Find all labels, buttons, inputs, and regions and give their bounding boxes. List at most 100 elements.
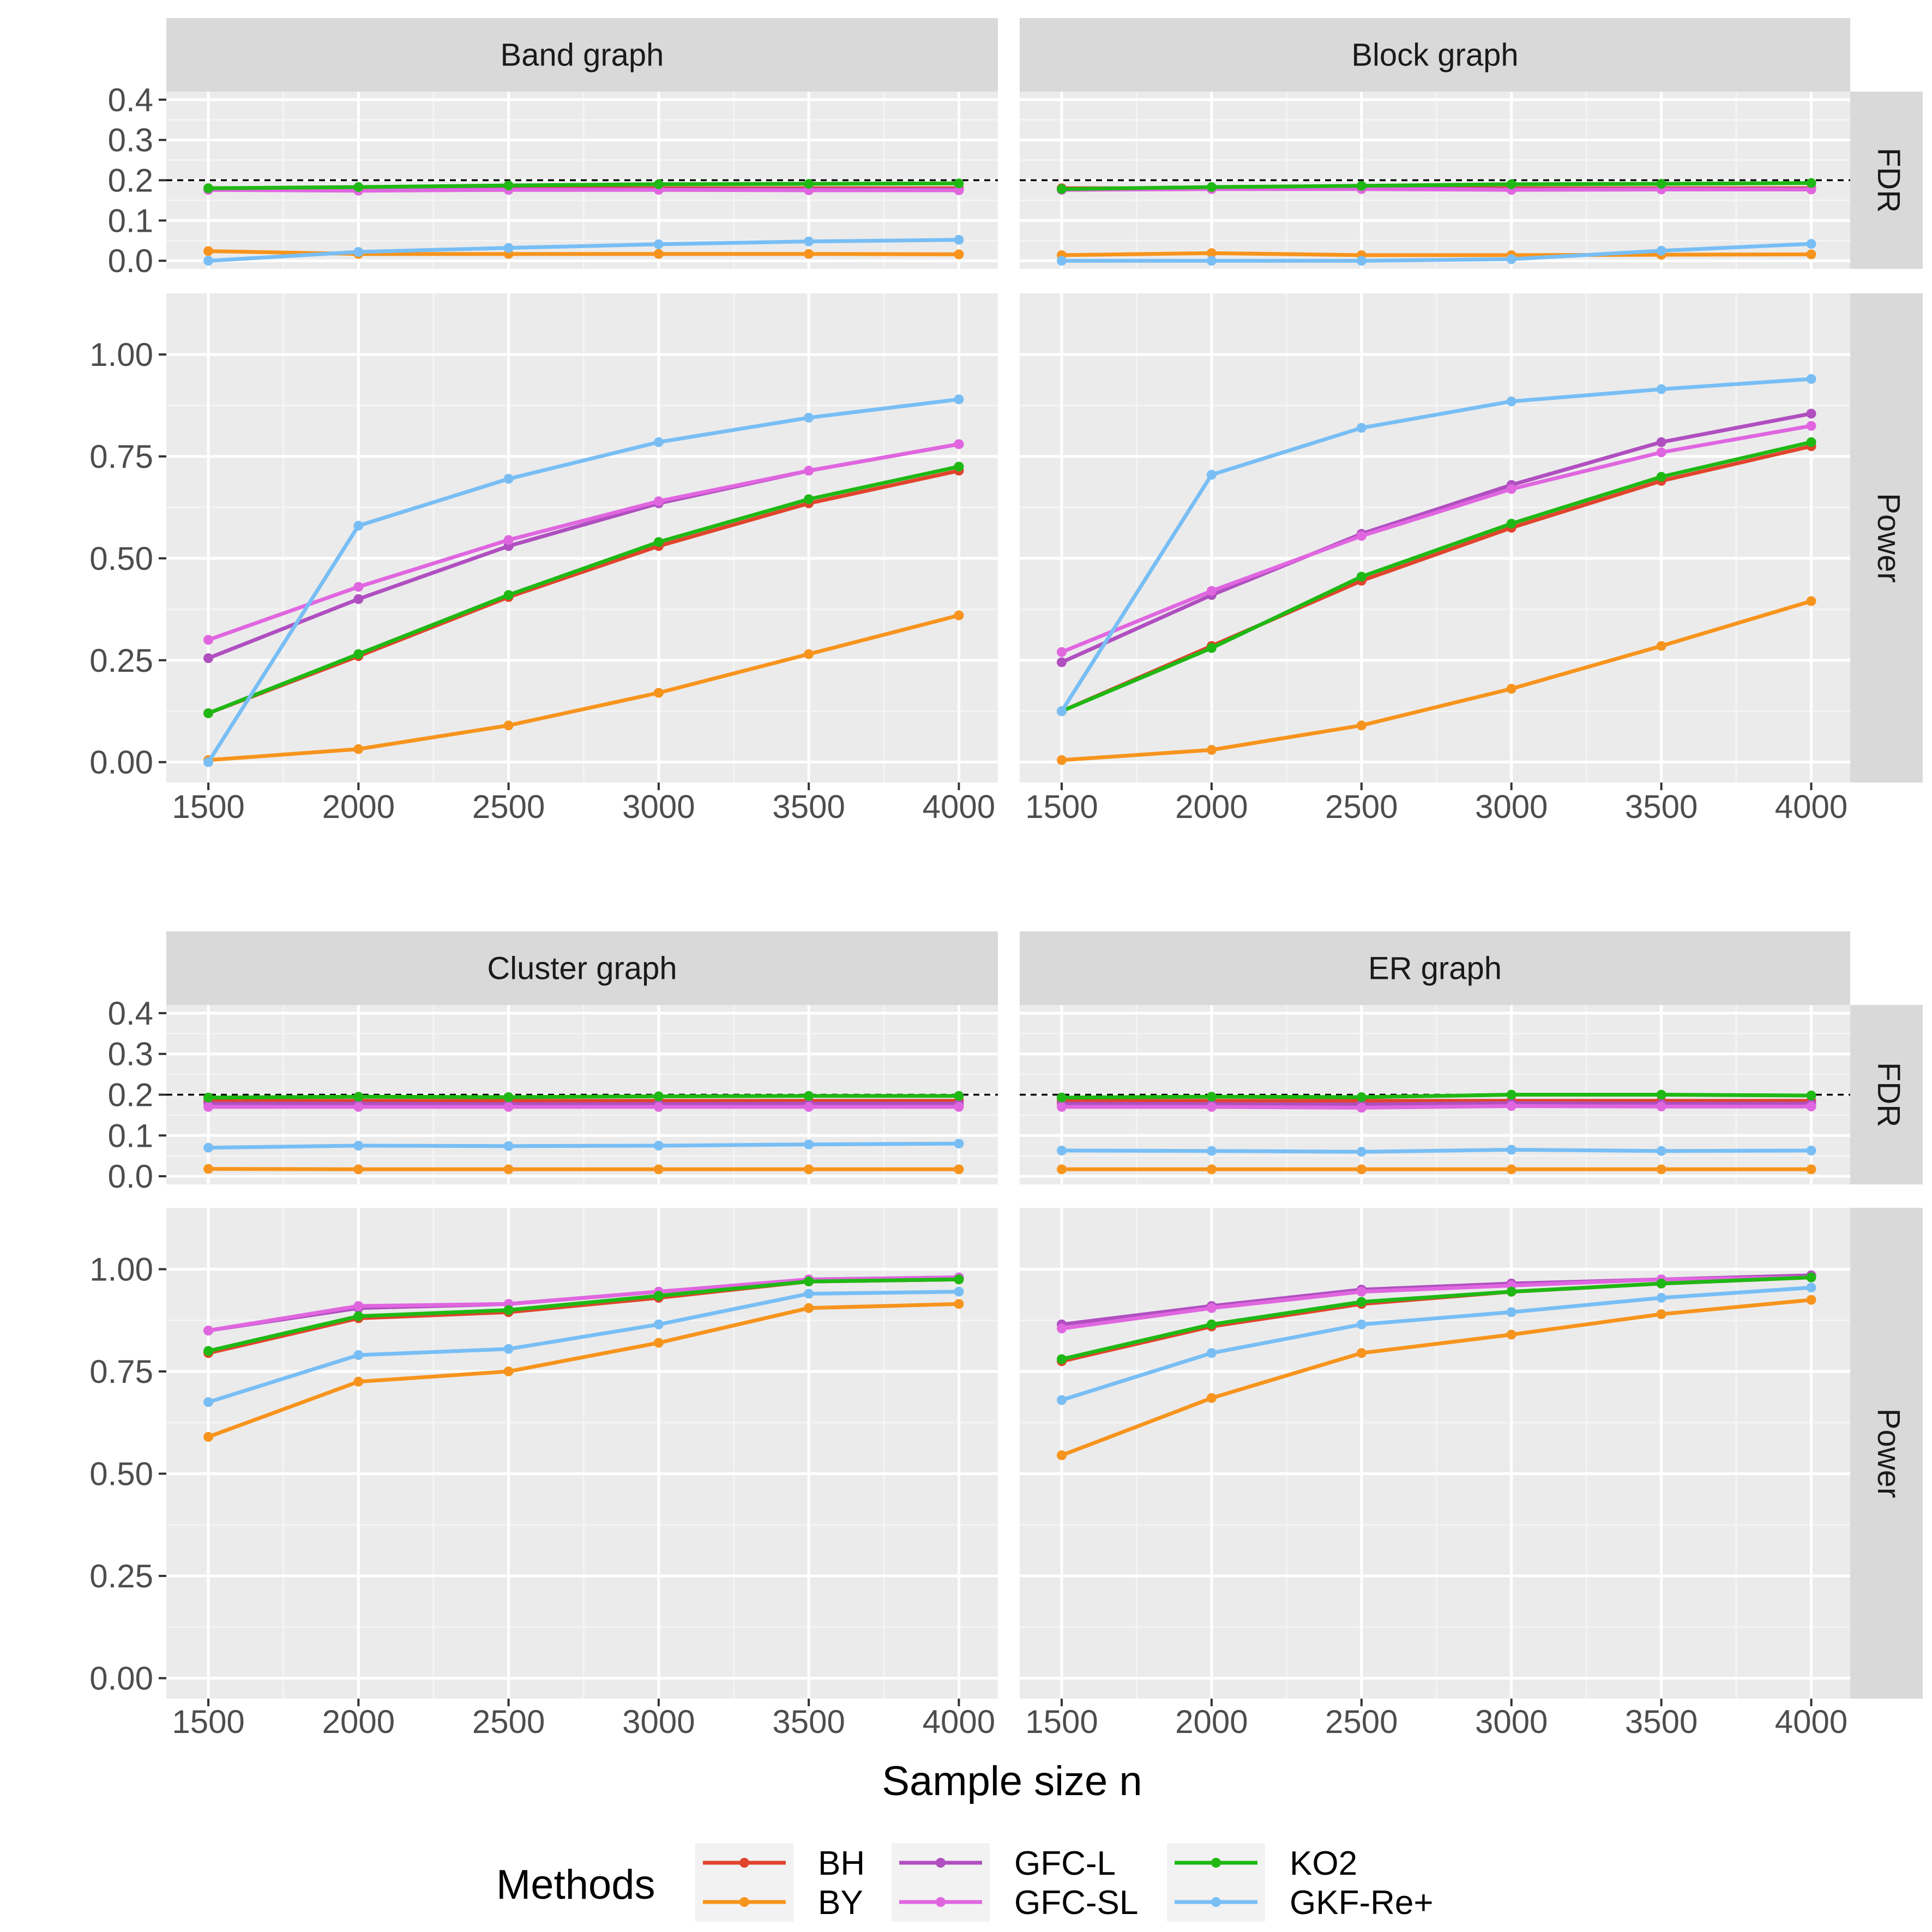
series-line-ko2	[1060, 181, 1813, 191]
legend-label: BY	[818, 1884, 863, 1922]
data-point	[653, 1291, 664, 1301]
y-tick-label: 0.75	[89, 438, 153, 475]
legend-label: KO2	[1290, 1845, 1357, 1882]
facet-panels: Band graph0.00.10.20.30.40.000.250.500.7…	[89, 18, 1923, 1740]
data-point	[1206, 643, 1217, 653]
legend-item-gfc-sl: GFC-SL	[892, 1882, 1138, 1922]
data-point	[503, 1102, 514, 1112]
data-point	[1806, 249, 1816, 260]
y-tick-label: 0.4	[108, 995, 153, 1032]
data-point	[1056, 755, 1067, 765]
data-point	[653, 249, 664, 259]
data-point	[954, 1091, 964, 1101]
data-point	[1656, 641, 1666, 651]
data-point	[653, 1338, 664, 1348]
legend-item-gkf-re: GKF-Re+	[1167, 1882, 1434, 1922]
data-point	[1506, 396, 1516, 407]
data-point	[503, 243, 514, 253]
y-tick-label: 0.50	[89, 540, 153, 577]
series-gfc-sl	[1056, 420, 1816, 657]
data-point	[1506, 1101, 1516, 1111]
legend-label: GFC-L	[1014, 1845, 1116, 1882]
data-point	[1356, 531, 1367, 541]
data-point	[1206, 1146, 1217, 1156]
series-line-gkf-re	[1060, 1147, 1813, 1154]
series-gfc-sl	[203, 1102, 964, 1112]
series-line-ko2	[1060, 440, 1813, 713]
row-strip	[1850, 293, 1923, 783]
data-point	[804, 249, 814, 259]
x-tick-label: 2500	[1325, 789, 1398, 825]
data-point	[353, 1140, 364, 1151]
data-point	[804, 649, 814, 659]
x-tick-label: 2500	[472, 1704, 545, 1740]
x-tick-label: 3000	[622, 1704, 695, 1740]
data-point	[1356, 256, 1367, 266]
series-line-gfc-sl	[206, 188, 961, 193]
data-point	[1806, 239, 1816, 249]
data-point	[1656, 447, 1666, 458]
data-point	[1056, 1395, 1067, 1405]
x-tick-label: 4000	[1775, 789, 1847, 825]
series-line-gfc-l	[1060, 1101, 1813, 1106]
data-point	[203, 246, 214, 256]
data-point	[203, 1397, 214, 1407]
legend-key-point	[739, 1858, 749, 1868]
data-point	[1056, 706, 1067, 717]
facet-title: Band graph	[501, 38, 664, 73]
data-point	[503, 1344, 514, 1354]
data-point	[203, 1346, 214, 1356]
series-line-gfc-sl	[206, 1275, 961, 1333]
x-tick-label: 2000	[322, 1704, 395, 1740]
data-point	[1356, 1092, 1367, 1102]
data-point	[954, 1274, 964, 1285]
data-point	[1056, 184, 1067, 194]
y-tick-label: 0.2	[108, 1077, 153, 1114]
data-point	[503, 1141, 514, 1151]
legend-label: BH	[818, 1845, 865, 1882]
legend-item-by: BY	[695, 1882, 863, 1922]
series-by	[203, 1164, 964, 1175]
data-point	[353, 649, 364, 659]
data-point	[1506, 1090, 1516, 1100]
series-line-ko2	[206, 181, 961, 190]
data-point	[503, 720, 514, 731]
data-point	[1656, 1102, 1666, 1112]
y-tick-label: 0.3	[108, 1036, 153, 1073]
data-point	[503, 1164, 514, 1175]
series-line-gkf-re	[206, 238, 961, 263]
series-line-ko2	[206, 465, 961, 715]
data-point	[1206, 1319, 1217, 1329]
series-line-ko2	[1060, 1275, 1813, 1361]
series-gkf-re	[203, 234, 964, 266]
data-point	[653, 537, 664, 547]
series-line-ko2	[206, 1277, 961, 1353]
data-point	[954, 185, 964, 195]
data-point	[1806, 596, 1816, 606]
x-tick-label: 2500	[472, 789, 545, 825]
data-point	[1506, 254, 1516, 264]
x-tick-label: 3000	[1475, 1704, 1548, 1740]
data-point	[954, 1299, 964, 1309]
data-point	[1656, 384, 1666, 394]
data-point	[954, 178, 964, 189]
legend-key-point	[936, 1858, 946, 1868]
row-power: Power	[1020, 293, 1923, 783]
data-point	[1506, 1307, 1516, 1317]
data-point	[653, 688, 664, 698]
data-point	[353, 521, 364, 531]
data-point	[503, 590, 514, 600]
series-gkf-re	[1056, 374, 1816, 717]
data-point	[353, 182, 364, 192]
legend-key-point	[739, 1897, 749, 1907]
legend-key-point	[1211, 1858, 1221, 1868]
data-point	[1506, 519, 1516, 529]
data-point	[1206, 1348, 1217, 1358]
data-point	[203, 1142, 214, 1153]
data-point	[954, 1164, 964, 1175]
series-line-gkf-re	[206, 397, 961, 765]
x-tick-label: 2500	[1325, 1704, 1398, 1740]
data-point	[1656, 1090, 1666, 1100]
series-line-by	[1060, 251, 1813, 257]
